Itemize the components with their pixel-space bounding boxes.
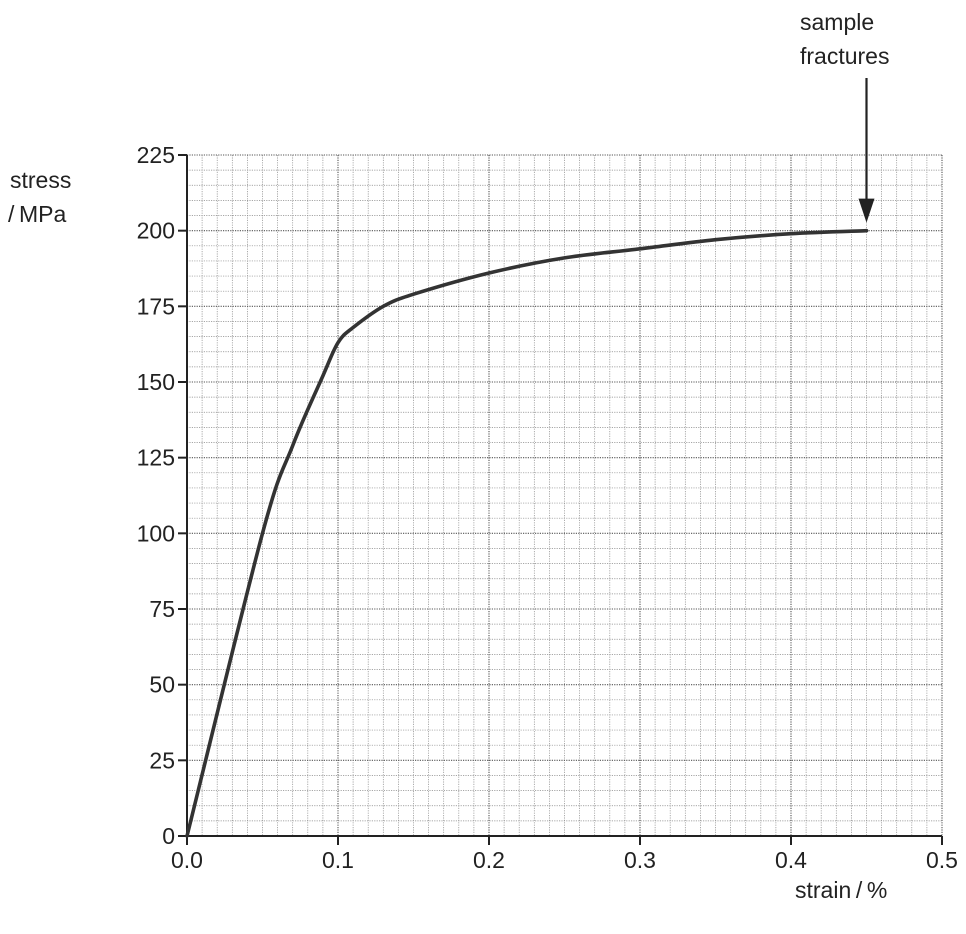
y-tick-label: 175: [137, 293, 175, 319]
x-axis-label: strain / %: [795, 877, 888, 903]
annotation-text-line1: sample: [800, 9, 875, 35]
y-tick-label: 75: [149, 596, 175, 622]
stress-strain-curve: [185, 228, 869, 838]
data-series: [185, 228, 869, 838]
y-axis-label-line2: / MPa: [8, 201, 67, 227]
y-tick-label: 100: [137, 520, 175, 546]
x-tick-label: 0.3: [624, 847, 656, 873]
y-tick-label: 225: [137, 142, 175, 168]
annotation: [858, 78, 875, 223]
x-tick-label: 0.0: [171, 847, 203, 873]
y-tick-label: 25: [149, 747, 175, 773]
y-axis-label-line1: stress: [10, 167, 72, 193]
x-tick-label: 0.1: [322, 847, 354, 873]
x-tick-label: 0.2: [473, 847, 505, 873]
y-tick-label: 150: [137, 369, 175, 395]
x-tick-label: 0.5: [926, 847, 958, 873]
y-tick-label: 0: [162, 823, 175, 849]
annotation-text-line2: fractures: [800, 43, 890, 69]
y-tick-label: 200: [137, 218, 175, 244]
y-tick-label: 125: [137, 445, 175, 471]
x-tick-label: 0.4: [775, 847, 807, 873]
grid: [186, 154, 943, 837]
annotation-arrow-head: [858, 198, 875, 223]
y-tick-label: 50: [149, 672, 175, 698]
axes: 0 25 50 75 100 125 150 175 200 225 0.0 0.1 0.2 0.3 0.4…: [137, 142, 958, 873]
